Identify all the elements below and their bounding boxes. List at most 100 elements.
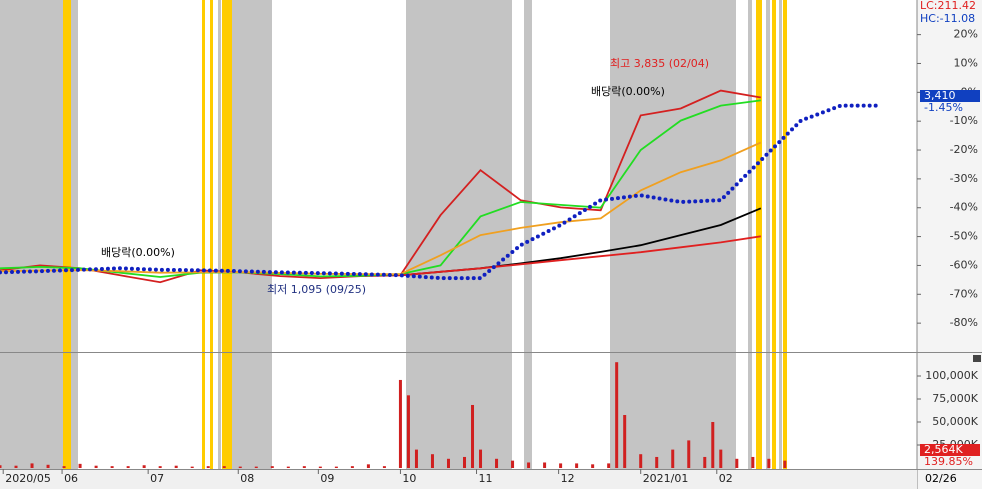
volume-bar bbox=[254, 466, 258, 468]
y-tick-label: 20% bbox=[954, 28, 978, 41]
x-tick-label: 08 bbox=[240, 472, 254, 485]
period-band bbox=[772, 0, 776, 469]
x-axis-bar bbox=[0, 469, 917, 489]
volume-bar bbox=[671, 449, 675, 468]
volume-bar bbox=[719, 449, 723, 468]
volume-bar bbox=[126, 466, 130, 468]
period-band bbox=[218, 0, 221, 469]
volume-bar bbox=[406, 395, 410, 468]
volume-bar bbox=[430, 454, 434, 468]
volume-bar bbox=[575, 463, 579, 468]
volume-bar bbox=[751, 456, 755, 468]
period-band bbox=[524, 0, 532, 469]
y-tick-label: 100,000K bbox=[925, 369, 978, 382]
period-band bbox=[779, 0, 782, 469]
y-tick-label: -60% bbox=[950, 258, 978, 271]
period-band bbox=[748, 0, 752, 469]
current-price-box bbox=[920, 90, 980, 102]
volume-bar bbox=[366, 464, 370, 468]
y-tick-label: -50% bbox=[950, 230, 978, 243]
header-lc: LC:211.42 bbox=[920, 0, 976, 12]
shading bbox=[0, 0, 787, 469]
volume-bar bbox=[543, 462, 547, 468]
header-hc: HC:-11.08 bbox=[920, 12, 975, 25]
volume-bar bbox=[222, 466, 226, 468]
volume-bar bbox=[46, 464, 50, 468]
y-tick-label: 50,000K bbox=[932, 415, 978, 428]
annotation: 배당락(0.00%) bbox=[101, 246, 175, 259]
volume-bar bbox=[511, 460, 515, 468]
annotation: 최고 3,835 (02/04) bbox=[610, 57, 709, 70]
period-band bbox=[71, 0, 78, 469]
volume-bar bbox=[495, 458, 499, 468]
volume-bar bbox=[78, 463, 82, 468]
volume-bar bbox=[334, 466, 338, 468]
volume-bar bbox=[286, 466, 290, 468]
volume-bar bbox=[382, 466, 386, 468]
volume-bar bbox=[142, 465, 146, 468]
volume-bar bbox=[655, 456, 659, 468]
volume-bar bbox=[14, 465, 18, 468]
period-band bbox=[202, 0, 205, 469]
volume-bar bbox=[591, 464, 595, 468]
volume-bar bbox=[623, 415, 627, 468]
volume-bar bbox=[94, 465, 98, 468]
x-tick-label: 10 bbox=[402, 472, 416, 485]
period-band bbox=[232, 0, 272, 469]
volume-bar bbox=[350, 466, 354, 468]
x-tick-label: 06 bbox=[64, 472, 78, 485]
volume-bar bbox=[735, 458, 739, 468]
x-tick-label: 09 bbox=[320, 472, 334, 485]
volume-bar bbox=[703, 456, 707, 468]
y-tick-label: -10% bbox=[950, 114, 978, 127]
volume-bar bbox=[318, 466, 322, 468]
period-band bbox=[222, 0, 232, 469]
volume-bar bbox=[174, 465, 178, 468]
volume-bar bbox=[446, 458, 450, 468]
y-tick-label: 75,000K bbox=[932, 392, 978, 405]
x-tick-label: 2021/01 bbox=[643, 472, 689, 485]
current-price: 3,410 bbox=[924, 89, 956, 102]
volume-bar bbox=[711, 422, 715, 468]
annotation: 배당락(0.00%) bbox=[591, 85, 665, 98]
x-tick-label: 2020/05 bbox=[5, 472, 51, 485]
y-tick-label: -70% bbox=[950, 287, 978, 300]
volume-bar bbox=[398, 379, 402, 468]
period-band bbox=[783, 0, 787, 469]
y-tick-label: -30% bbox=[950, 172, 978, 185]
period-band bbox=[406, 0, 512, 469]
y-tick-label: 10% bbox=[954, 56, 978, 69]
volume-bar bbox=[62, 466, 66, 468]
period-band bbox=[756, 0, 762, 469]
volume-bar bbox=[471, 404, 475, 468]
current-change: -1.45% bbox=[924, 101, 963, 114]
volume-bar bbox=[158, 466, 162, 468]
y-tick-label: -80% bbox=[950, 316, 978, 329]
annotation: 최저 1,095 (09/25) bbox=[267, 283, 366, 296]
x-tick-label: 12 bbox=[561, 472, 575, 485]
volume-bar bbox=[206, 466, 210, 468]
volume-bar bbox=[615, 362, 619, 468]
period-band bbox=[766, 0, 770, 469]
volume-bar bbox=[414, 449, 418, 468]
volume-bar bbox=[527, 462, 531, 468]
volume-bar bbox=[0, 465, 2, 468]
current-volume-ratio: 139.85% bbox=[924, 455, 973, 468]
y-tick-label: -20% bbox=[950, 143, 978, 156]
volume-bar bbox=[767, 458, 771, 468]
volume-bar bbox=[687, 440, 691, 468]
x-tick-label: 11 bbox=[479, 472, 493, 485]
y-tick-label: -40% bbox=[950, 201, 978, 214]
volume-bar bbox=[783, 460, 787, 468]
close-button[interactable] bbox=[973, 355, 981, 362]
volume-bar bbox=[302, 466, 306, 468]
volume-bar bbox=[639, 454, 643, 468]
x-tick-label: 02 bbox=[719, 472, 733, 485]
period-band bbox=[610, 0, 736, 469]
x-tick-label: 07 bbox=[150, 472, 164, 485]
current-volume-box bbox=[920, 444, 980, 456]
period-band bbox=[63, 0, 71, 469]
volume-bar bbox=[463, 456, 467, 468]
volume-bar bbox=[270, 466, 274, 468]
